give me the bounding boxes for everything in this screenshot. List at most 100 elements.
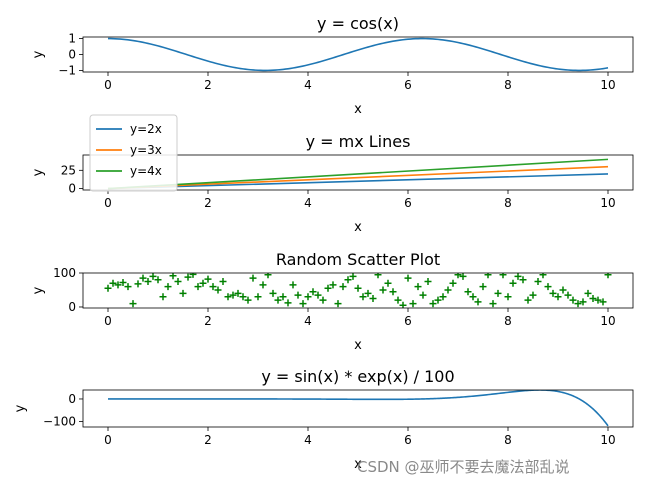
scatter-point [304,293,312,301]
scatter-point [284,299,292,307]
scatter-point [469,293,477,301]
y-axis-label: y [31,168,46,176]
x-tick-label: 2 [204,78,212,92]
scatter-point [429,300,437,308]
x-tick-label: 4 [304,196,312,210]
plot-data [104,273,612,308]
scatter-point [134,280,142,288]
scatter-point [259,281,267,289]
scatter-point [104,284,112,292]
scatter-point [579,298,587,306]
scatter-point [214,286,222,294]
plot-data [107,158,609,190]
scatter-point [539,273,547,279]
scatter-point [289,281,297,289]
scatter-point [119,279,127,287]
scatter-point [509,279,517,287]
series-line-y3x [107,165,609,190]
x-axis-label: x [354,338,362,353]
scatter-point [264,273,272,279]
legend-entry: y=3x [130,143,162,157]
x-tick-label: 8 [504,78,512,92]
scatter-point [549,289,557,297]
scatter-point [504,293,512,301]
axes-frame [82,36,634,73]
scatter-point [369,294,377,302]
scatter-point [444,286,452,294]
scatter-point [354,284,362,292]
scatter-point [234,289,242,297]
scatter-point [484,273,492,279]
scatter-point [379,286,387,294]
x-tick-label: 0 [104,78,112,92]
scatter-point [174,277,182,285]
scatter-point [599,298,607,306]
scatter-point [309,288,317,296]
x-tick-label: 6 [404,196,412,210]
scatter-point [514,273,522,280]
y-tick-label: −100 [43,414,76,428]
scatter-point [294,291,302,299]
scatter-point [404,274,412,282]
scatter-point [199,279,207,287]
scatter-point [589,294,597,302]
y-tick-label: 1 [68,32,76,46]
x-tick-label: 4 [304,433,312,447]
scatter-point [594,296,602,304]
y-tick-label: 0 [68,182,76,196]
scatter-point [179,289,187,297]
scatter-point [464,288,472,296]
scatter-point [184,273,192,281]
scatter-point [229,291,237,299]
scatter-point [554,293,562,301]
scatter-point [129,300,137,308]
series-line-y2x [107,173,609,190]
scatter-point [384,279,392,287]
scatter-point [414,283,422,291]
watermark-text: CSDN @巫师不要去魔法部乱说 [357,458,570,476]
legend-box [89,114,178,192]
scatter-point [249,274,257,282]
scatter-point [544,283,552,291]
scatter-point [239,293,247,301]
x-tick-label: 0 [104,196,112,210]
scatter-point [519,276,527,284]
scatter-point [144,277,152,285]
scatter-point [494,289,502,297]
chart-title: Random Scatter Plot [276,250,440,269]
x-tick-label: 4 [304,314,312,328]
chart-title: y = sin(x) * exp(x) / 100 [261,367,454,386]
scatter-point [164,283,172,291]
y-tick-label: 0 [68,48,76,62]
scatter-point [324,284,332,292]
chart-panel-3: Random Scatter Plot 0 2 4 6 8 10 100 0 x y [31,250,634,353]
plot-data [107,37,609,72]
scatter-point [424,277,432,285]
scatter-point [344,276,352,284]
legend: y=2x y=3x y=4x [89,114,178,192]
scatter-point [194,283,202,291]
y-axis-label: y [31,286,46,294]
scatter-point [209,283,217,291]
scatter-point [254,293,262,301]
x-tick-label: 6 [404,433,412,447]
scatter-point [439,293,447,301]
scatter-point [474,298,482,306]
scatter-point [159,293,167,301]
scatter-point [319,296,327,304]
x-tick-label: 10 [600,314,615,328]
x-axis-label: x [354,102,362,117]
scatter-point [534,277,542,285]
x-tick-label: 8 [504,196,512,210]
chart-panel-2: y = mx Lines 0 2 4 6 8 10 25 0 x y y=2x y=3x y=4x [31,114,634,235]
x-tick-label: 6 [404,314,412,328]
scatter-point [109,279,117,287]
scatter-point [314,291,322,299]
scatter-point [564,291,572,299]
scatter-point [394,296,402,304]
axes-frame [82,389,634,428]
legend-entry: y=4x [130,164,162,178]
scatter-point [334,300,342,308]
y-tick-label: 100 [53,266,76,280]
scatter-point [364,289,372,297]
